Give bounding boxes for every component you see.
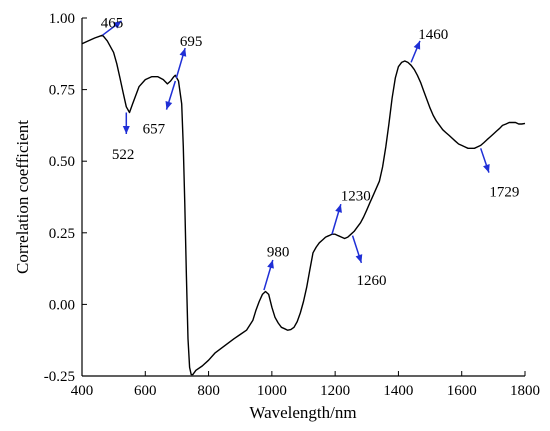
annotations: 465 522 657 695 980 1230 1260 1460 1729 <box>101 15 520 290</box>
x-tick-label: 1800 <box>510 383 540 399</box>
annotation-arrowhead <box>166 101 173 110</box>
y-tick-label: 0.25 <box>49 226 75 242</box>
x-tick-label: 1000 <box>257 383 287 399</box>
y-tick-label: 0.00 <box>49 297 75 313</box>
x-ticks: 400 600 800 1000 1200 1400 1600 1800 <box>71 371 540 399</box>
annotation-arrowhead <box>335 204 342 213</box>
x-tick-label: 800 <box>197 383 220 399</box>
annotation-label: 1260 <box>357 273 387 289</box>
annotation-arrowhead <box>483 164 490 173</box>
y-tick-label: 0.50 <box>49 154 75 170</box>
plot-frame <box>82 18 525 376</box>
annotation-label: 522 <box>112 147 135 163</box>
annotation-label: 1460 <box>418 27 448 43</box>
annotation-label: 695 <box>180 34 203 50</box>
annotation-arrowhead <box>267 260 274 269</box>
x-tick-label: 1200 <box>320 383 350 399</box>
x-tick-label: 400 <box>71 383 94 399</box>
annotation-arrowhead <box>123 126 130 134</box>
y-tick-label: 1.00 <box>49 11 75 27</box>
annotation-arrowhead <box>356 254 363 263</box>
y-ticks: -0.250.000.250.500.751.00 <box>44 11 87 385</box>
x-tick-label: 1400 <box>383 383 413 399</box>
y-tick-label: 0.75 <box>49 83 75 99</box>
annotation-label: 1230 <box>341 189 371 205</box>
annotation-label: 1729 <box>489 184 519 200</box>
annotation-label: 657 <box>143 121 166 137</box>
x-tick-label: 1600 <box>447 383 477 399</box>
x-tick-label: 600 <box>134 383 157 399</box>
annotation-label: 980 <box>267 244 290 260</box>
annotation-label: 465 <box>101 15 124 31</box>
y-axis-title: Correlation coefficient <box>13 120 32 274</box>
x-axis-title: Wavelength/nm <box>249 403 356 422</box>
correlation-curve <box>82 35 525 374</box>
